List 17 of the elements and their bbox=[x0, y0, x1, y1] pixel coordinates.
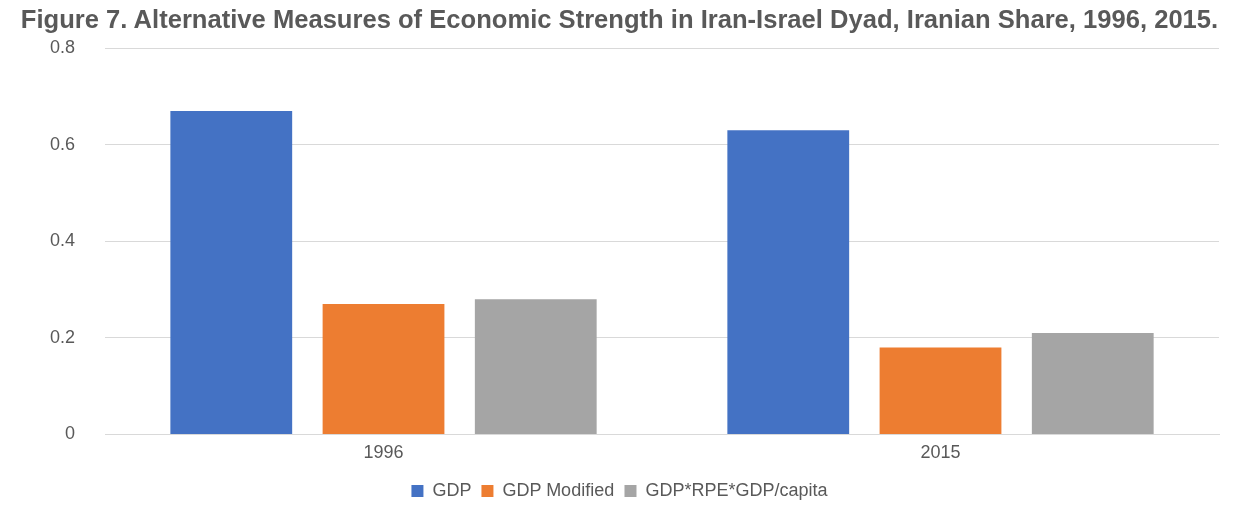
y-tick-label: 0.8 bbox=[49, 37, 76, 58]
bar bbox=[474, 299, 597, 434]
legend-label: GDP*RPE*GDP/capita bbox=[645, 479, 829, 500]
x-tick-label: 1996 bbox=[363, 442, 404, 463]
legend-label: GDP bbox=[432, 479, 472, 500]
x-tick-label: 2015 bbox=[920, 442, 961, 463]
bar bbox=[727, 130, 850, 434]
bar bbox=[322, 304, 445, 434]
y-tick-label: 0.6 bbox=[49, 133, 76, 154]
bar bbox=[879, 347, 1002, 434]
legend-label: GDP Modified bbox=[502, 479, 615, 500]
y-tick-label: 0 bbox=[65, 423, 76, 444]
bar bbox=[170, 110, 293, 434]
y-tick-label: 0.2 bbox=[49, 326, 76, 347]
bar bbox=[1031, 333, 1154, 434]
y-tick-label: 0.4 bbox=[49, 230, 76, 251]
chart-title: Figure 7. Alternative Measures of Economic Strength in Iran-Israel Dyad, Iranian Share, 1996, 2015. bbox=[20, 4, 1219, 33]
